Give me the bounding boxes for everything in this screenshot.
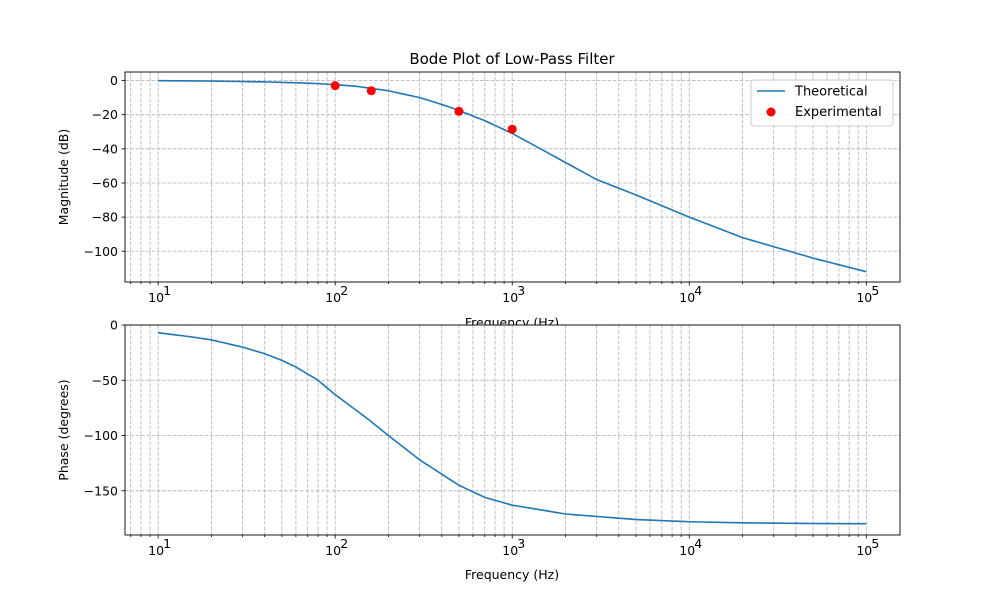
x-tick-label-exponent: 2 [340, 283, 348, 298]
x-tick-label: 10 [856, 290, 872, 305]
experimental-data-point [330, 81, 340, 91]
y-tick-label: −40 [92, 141, 118, 156]
x-tick-label-exponent: 1 [163, 283, 171, 298]
x-tick-label-exponent: 2 [340, 536, 348, 551]
x-tick-label-exponent: 4 [694, 536, 702, 551]
legend-experimental-label: Experimental [795, 105, 882, 120]
x-tick-label-exponent: 5 [871, 283, 879, 298]
y-tick-label: −50 [92, 373, 118, 388]
magnitude-series [158, 79, 867, 273]
x-tick-label: 10 [325, 543, 341, 558]
legend: Theoretical Experimental [750, 79, 894, 127]
y-tick-label: −150 [84, 483, 118, 498]
magnitude-y-axis-label: Magnitude (dB) [56, 129, 71, 225]
magnitude-plot: 10 1 10 2 10 3 10 4 10 5 0−20−40−60−80−100 Bode P… [56, 50, 901, 330]
x-tick-label: 10 [679, 543, 695, 558]
phase-y-axis-label: Phase (degrees) [56, 379, 71, 480]
x-tick-label: 10 [148, 290, 164, 305]
x-tick-label-exponent: 3 [517, 536, 525, 551]
experimental-data-point [507, 124, 517, 134]
x-tick-label-exponent: 3 [517, 283, 525, 298]
y-tick-label: 0 [110, 73, 118, 88]
x-tick-label-exponent: 1 [163, 536, 171, 551]
y-tick-label: −80 [92, 210, 118, 225]
experimental-data-point [366, 86, 376, 96]
x-tick-label-exponent: 5 [871, 536, 879, 551]
phase-x-ticks: 10 1 10 2 10 3 10 4 10 5 [130, 535, 879, 558]
y-tick-label: −100 [84, 244, 118, 259]
phase-y-ticks: 0 −50 −100 −150 [84, 318, 125, 498]
chart-title: Bode Plot of Low-Pass Filter [409, 50, 615, 68]
x-tick-label-exponent: 4 [694, 283, 702, 298]
phase-x-axis-label: Frequency (Hz) [465, 567, 559, 582]
phase-series-line [158, 331, 867, 525]
y-tick-label: 0 [110, 318, 118, 333]
y-tick-label: −20 [92, 107, 118, 122]
theoretical-series-line [158, 79, 867, 273]
y-tick-label: −60 [92, 175, 118, 190]
x-tick-label: 10 [148, 543, 164, 558]
phase-plot: 10 1 10 2 10 3 10 4 10 5 0−50−100−150 Frequency (… [56, 318, 901, 582]
legend-box [750, 79, 894, 127]
x-tick-label: 10 [325, 290, 341, 305]
legend-experimental-swatch [766, 107, 776, 117]
magnitude-x-ticks: 10 1 10 2 10 3 10 4 10 5 [130, 282, 879, 305]
x-tick-label: 10 [502, 543, 518, 558]
magnitude-y-ticks: 0 −20 −40 −60 −80 −100 [84, 73, 125, 259]
x-tick-label: 10 [679, 290, 695, 305]
y-tick-label: −100 [84, 428, 118, 443]
x-tick-label: 10 [856, 543, 872, 558]
experimental-data-point [454, 106, 464, 116]
x-tick-label: 10 [502, 290, 518, 305]
phase-series [158, 331, 867, 525]
legend-theoretical-label: Theoretical [794, 85, 868, 100]
